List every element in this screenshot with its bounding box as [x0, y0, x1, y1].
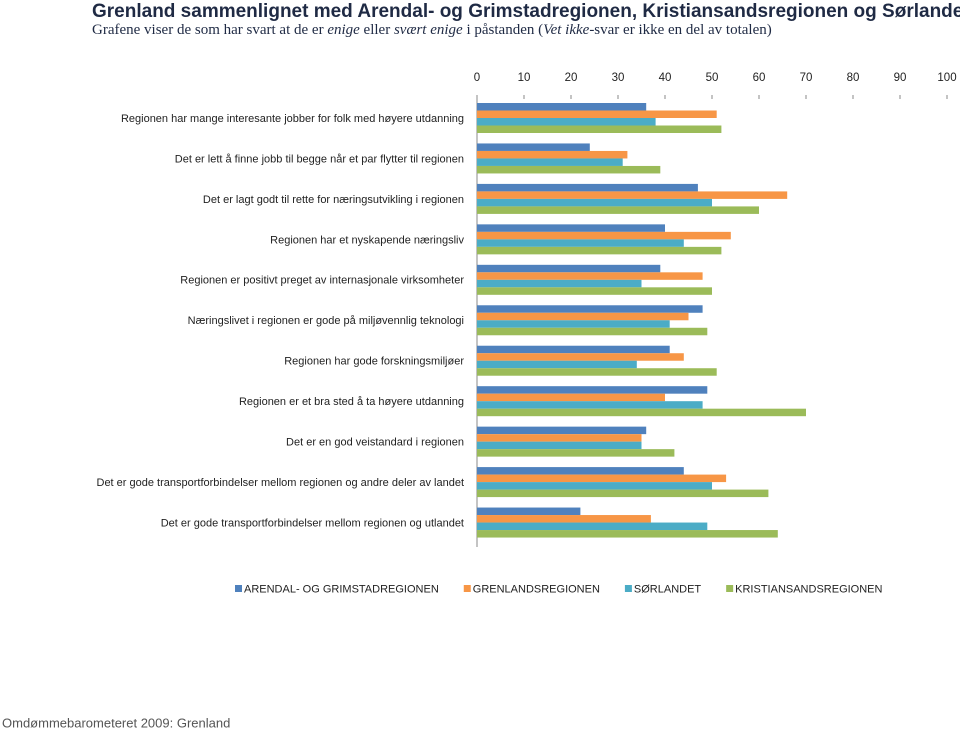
subtitle-part: Vet ikke [543, 22, 590, 38]
bar [477, 239, 684, 247]
x-tick-label: 70 [800, 72, 813, 84]
bar [477, 522, 708, 531]
bar [477, 125, 722, 133]
bar [477, 489, 769, 498]
x-tick-label: 40 [659, 72, 672, 84]
legend-swatch [463, 585, 471, 592]
bar [477, 360, 637, 369]
bar [477, 441, 642, 450]
y-tick-label: Det er en god veistandard i regionen [286, 437, 464, 449]
subtitle-part: enige [327, 22, 360, 38]
x-tick-label: 50 [706, 72, 719, 84]
bar [477, 231, 731, 240]
bar [477, 449, 675, 457]
subtitle-part: i påstanden ( [463, 22, 543, 38]
y-tick-label: Det er lagt godt til rette for næringsut… [203, 194, 464, 206]
x-tick-label: 0 [474, 72, 480, 84]
bar [477, 474, 727, 483]
bar [477, 224, 665, 232]
bar [477, 143, 590, 151]
bar [477, 401, 703, 409]
chart-title: Grenland sammenlignet med Arendal- og Gr… [92, 1, 960, 22]
y-tick-label: Regionen har mange interesante jobber fo… [121, 113, 464, 125]
y-tick-label: Regionen er et bra sted å ta høyere utda… [239, 396, 464, 408]
bar [477, 368, 717, 376]
bar [477, 246, 722, 255]
bar [477, 327, 708, 336]
bar [477, 434, 642, 442]
bar [477, 158, 623, 166]
bar [477, 408, 806, 417]
subtitle-part: Grafene viser de som har svart at de er [92, 22, 327, 38]
legend-label: SØRLANDET [634, 583, 702, 595]
bar [477, 287, 712, 295]
bar [477, 165, 661, 174]
subtitle-part: -svar er ikke en del av totalen) [589, 22, 771, 38]
bar [477, 206, 759, 214]
bar [477, 183, 698, 192]
x-tick-label: 60 [753, 72, 766, 84]
legend-label: ARENDAL- OG GRIMSTADREGIONEN [244, 583, 439, 595]
legend-swatch [624, 585, 632, 592]
y-tick-label: Det er gode transportforbindelser mellom… [97, 477, 465, 489]
subtitle-part: eller [360, 22, 394, 38]
bar [477, 530, 778, 538]
y-tick-label: Regionen er positivt preget av internasj… [180, 275, 464, 287]
bar [477, 426, 647, 435]
bar [477, 515, 651, 523]
y-tick-label: Det er lett å finne jobb til begge når e… [175, 153, 464, 165]
bar [477, 482, 712, 490]
legend-swatch [235, 585, 242, 592]
bar [477, 272, 703, 280]
bar [477, 393, 665, 402]
y-tick-label: Næringslivet i regionen er gode på miljø… [188, 315, 464, 327]
bar [477, 191, 788, 199]
x-tick-label: 10 [518, 72, 531, 84]
legend-swatch [726, 585, 734, 592]
bar [477, 198, 712, 207]
bar [477, 264, 661, 273]
x-tick-label: 100 [937, 72, 956, 84]
bar [477, 110, 717, 118]
bar [477, 312, 689, 321]
bar [477, 305, 703, 313]
bar [477, 118, 656, 126]
bar [477, 507, 581, 516]
bar [477, 345, 670, 354]
bar [477, 467, 684, 475]
y-tick-label: Det er gode transportforbindelser mellom… [161, 517, 464, 529]
x-tick-label: 90 [894, 72, 907, 84]
x-tick-label: 80 [847, 72, 860, 84]
x-tick-label: 20 [565, 72, 578, 84]
bar [477, 386, 708, 394]
footer: Omdømmebarometeret 2009: Grenland [2, 715, 230, 730]
y-tick-label: Regionen har gode forskningsmiljøer [284, 356, 464, 368]
x-tick-label: 30 [612, 72, 625, 84]
bar [477, 353, 684, 361]
subtitle-part: svært enige [394, 22, 463, 38]
bar [477, 320, 670, 328]
bar [477, 279, 642, 288]
legend-label: GRENLANDSREGIONEN [473, 583, 600, 595]
legend-label: KRISTIANSANDSREGIONEN [735, 583, 882, 595]
chart-subtitle: Grafene viser de som har svart at de er … [92, 22, 772, 38]
bar [477, 103, 647, 111]
y-tick-label: Regionen har et nyskapende næringsliv [270, 234, 464, 246]
bar [477, 150, 628, 159]
